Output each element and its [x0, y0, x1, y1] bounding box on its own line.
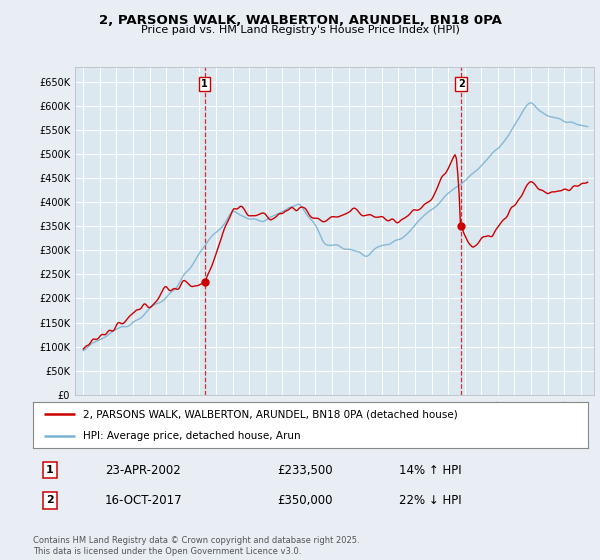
Text: Contains HM Land Registry data © Crown copyright and database right 2025.
This d: Contains HM Land Registry data © Crown c…: [33, 536, 359, 556]
Text: 1: 1: [201, 79, 208, 89]
Text: 2: 2: [46, 496, 53, 506]
Text: 16-OCT-2017: 16-OCT-2017: [105, 494, 183, 507]
Text: 22% ↓ HPI: 22% ↓ HPI: [400, 494, 462, 507]
Text: 14% ↑ HPI: 14% ↑ HPI: [400, 464, 462, 477]
Text: £233,500: £233,500: [277, 464, 333, 477]
Text: 2, PARSONS WALK, WALBERTON, ARUNDEL, BN18 0PA (detached house): 2, PARSONS WALK, WALBERTON, ARUNDEL, BN1…: [83, 409, 458, 419]
Text: 1: 1: [46, 465, 53, 475]
Text: 2, PARSONS WALK, WALBERTON, ARUNDEL, BN18 0PA: 2, PARSONS WALK, WALBERTON, ARUNDEL, BN1…: [98, 14, 502, 27]
Text: HPI: Average price, detached house, Arun: HPI: Average price, detached house, Arun: [83, 431, 301, 441]
Text: £350,000: £350,000: [277, 494, 332, 507]
Text: 23-APR-2002: 23-APR-2002: [105, 464, 181, 477]
Text: Price paid vs. HM Land Registry's House Price Index (HPI): Price paid vs. HM Land Registry's House …: [140, 25, 460, 35]
Text: 2: 2: [458, 79, 464, 89]
